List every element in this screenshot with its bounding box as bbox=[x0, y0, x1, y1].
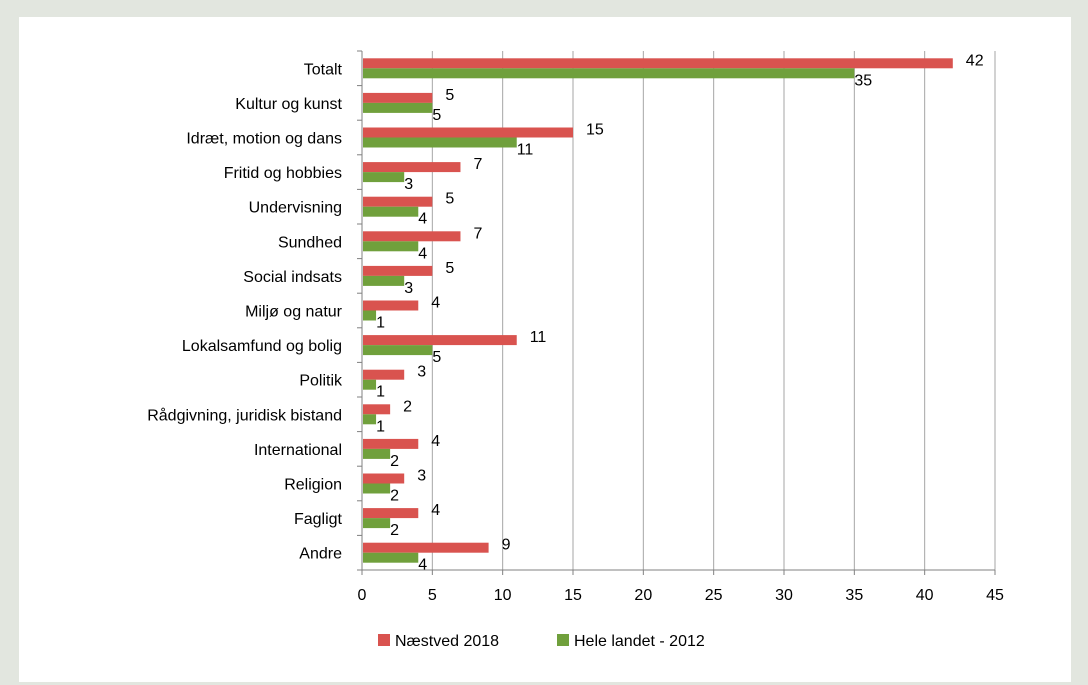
data-label: 5 bbox=[445, 260, 454, 277]
bar-naestved bbox=[363, 196, 433, 207]
x-tick-label: 35 bbox=[845, 587, 863, 604]
data-label: 4 bbox=[431, 502, 440, 519]
bar-hele-landet bbox=[363, 310, 377, 321]
bar-hele-landet bbox=[363, 379, 377, 390]
bar-naestved bbox=[363, 231, 461, 242]
x-tick-label: 25 bbox=[705, 587, 723, 604]
bar-hele-landet bbox=[363, 275, 405, 286]
category-label: Andre bbox=[299, 546, 342, 563]
x-tick-label: 10 bbox=[494, 587, 512, 604]
category-label: Lokalsamfund og bolig bbox=[182, 338, 342, 355]
data-label: 7 bbox=[473, 225, 482, 242]
data-label: 2 bbox=[390, 453, 399, 470]
bar-hele-landet bbox=[363, 172, 405, 183]
category-label: Undervisning bbox=[249, 200, 342, 217]
bar-naestved bbox=[363, 438, 419, 449]
data-label: 5 bbox=[432, 349, 441, 366]
bar-hele-landet bbox=[363, 137, 517, 148]
data-label: 1 bbox=[376, 384, 385, 401]
legend: Næstved 2018 Hele landet - 2012 bbox=[378, 633, 705, 650]
category-label: Fagligt bbox=[294, 511, 343, 528]
x-tick-label: 45 bbox=[986, 587, 1004, 604]
axes bbox=[357, 50, 996, 575]
data-label: 4 bbox=[431, 433, 440, 450]
data-label: 5 bbox=[445, 191, 454, 208]
x-tick-label: 20 bbox=[634, 587, 652, 604]
data-label: 3 bbox=[417, 468, 426, 485]
bar-naestved bbox=[363, 162, 461, 173]
bar-naestved bbox=[363, 335, 517, 346]
category-label: International bbox=[254, 442, 342, 459]
data-label: 2 bbox=[403, 398, 412, 415]
data-label: 2 bbox=[390, 488, 399, 505]
x-tick-label: 5 bbox=[428, 587, 437, 604]
bar-hele-landet bbox=[363, 448, 391, 459]
category-label: Idræt, motion og dans bbox=[186, 131, 342, 148]
bar-hele-landet bbox=[363, 345, 433, 356]
data-label: 35 bbox=[854, 72, 872, 89]
bar-naestved bbox=[363, 300, 419, 311]
data-label: 4 bbox=[418, 557, 427, 574]
data-label: 4 bbox=[418, 211, 427, 228]
legend-swatch bbox=[378, 634, 390, 646]
data-label: 11 bbox=[517, 142, 534, 159]
data-label: 5 bbox=[432, 107, 441, 124]
bar-naestved bbox=[363, 369, 405, 380]
data-label: 9 bbox=[502, 537, 511, 554]
bar-naestved bbox=[363, 92, 433, 103]
data-label: 15 bbox=[586, 122, 604, 139]
bar-naestved bbox=[363, 265, 433, 276]
chart-panel: 0 5 10 15 20 25 30 35 40 45 Totalt 42 35 Kultur og ku… bbox=[19, 17, 1071, 682]
x-tick-label: 15 bbox=[564, 587, 582, 604]
bar-naestved bbox=[363, 542, 489, 553]
data-label: 3 bbox=[404, 280, 413, 297]
data-label: 3 bbox=[404, 176, 413, 193]
bar-hele-landet bbox=[363, 68, 855, 79]
bar-hele-landet bbox=[363, 241, 419, 252]
x-tick-label: 0 bbox=[358, 587, 367, 604]
category-label: Religion bbox=[284, 477, 342, 494]
data-label: 7 bbox=[473, 156, 482, 173]
data-label: 4 bbox=[431, 295, 440, 312]
data-label: 4 bbox=[418, 245, 427, 262]
category-label: Fritid og hobbies bbox=[224, 165, 342, 182]
data-label: 11 bbox=[530, 329, 547, 346]
data-label: 1 bbox=[376, 315, 385, 332]
category-label: Politik bbox=[299, 373, 343, 390]
bar-naestved bbox=[363, 127, 573, 138]
bar-hele-landet bbox=[363, 483, 391, 494]
bar-hele-landet bbox=[363, 518, 391, 529]
bar-naestved bbox=[363, 508, 419, 519]
legend-label: Hele landet - 2012 bbox=[574, 633, 705, 650]
data-label: 42 bbox=[966, 52, 984, 69]
data-label: 5 bbox=[445, 87, 454, 104]
bar-naestved bbox=[363, 473, 405, 484]
bar-hele-landet bbox=[363, 206, 419, 217]
bar-hele-landet bbox=[363, 552, 419, 563]
category-label: Rådgivning, juridisk bistand bbox=[147, 406, 342, 424]
bar-hele-landet bbox=[363, 102, 433, 113]
category-label: Totalt bbox=[304, 61, 343, 78]
category-label: Sundhed bbox=[278, 234, 342, 251]
x-tick-label: 40 bbox=[916, 587, 934, 604]
category-label: Social indsats bbox=[243, 269, 342, 286]
legend-swatch bbox=[557, 634, 569, 646]
bar-naestved bbox=[363, 404, 391, 415]
data-label: 1 bbox=[376, 418, 385, 435]
bars bbox=[363, 58, 953, 563]
bar-hele-landet bbox=[363, 414, 377, 425]
legend-label: Næstved 2018 bbox=[395, 633, 499, 650]
data-label: 2 bbox=[390, 522, 399, 539]
bar-naestved bbox=[363, 58, 953, 69]
category-label: Miljø og natur bbox=[245, 304, 343, 321]
x-tick-label: 30 bbox=[775, 587, 793, 604]
category-label: Kultur og kunst bbox=[235, 96, 342, 113]
data-label: 3 bbox=[417, 364, 426, 381]
